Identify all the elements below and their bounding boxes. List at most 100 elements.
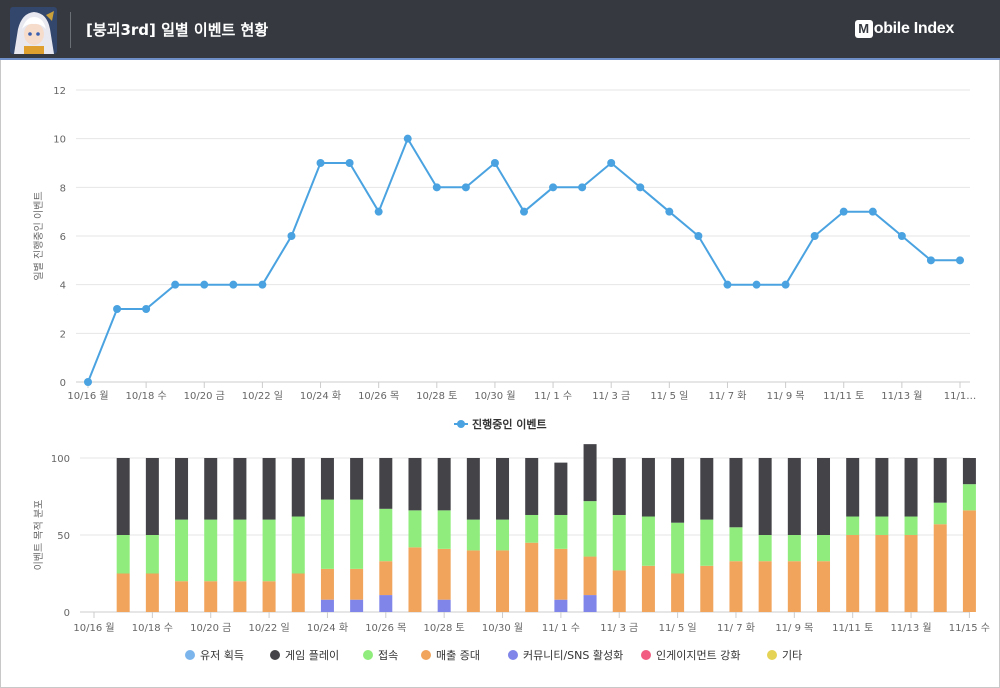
bar-segment xyxy=(758,535,772,562)
legend-label: 인게이지먼트 강화 xyxy=(656,649,740,662)
legend-label: 커뮤니티/SNS 활성화 xyxy=(523,648,623,662)
data-point xyxy=(549,183,558,192)
bar-segment xyxy=(320,499,334,569)
bar-segment xyxy=(320,458,334,500)
bar-segment xyxy=(846,516,860,535)
y-tick-label: 50 xyxy=(57,531,70,542)
x-tick-label: 11/11 토 xyxy=(832,623,873,634)
legend-marker xyxy=(363,650,373,660)
x-tick-label: 10/22 일 xyxy=(248,622,289,634)
x-tick-label: 11/ 1 수 xyxy=(534,390,572,402)
x-tick-label: 10/20 금 xyxy=(184,390,225,402)
bar-segment xyxy=(291,458,305,517)
bar-segment xyxy=(554,514,568,549)
x-tick-label: 10/30 월 xyxy=(482,622,523,634)
bar-segment xyxy=(116,458,130,535)
bar-segment xyxy=(379,561,393,596)
x-tick-label: 11/ 7 화 xyxy=(717,622,755,634)
bar-segment xyxy=(204,581,218,612)
data-point xyxy=(200,280,209,289)
x-tick-label: 11/1… xyxy=(944,391,976,402)
bar-segment xyxy=(904,458,918,517)
x-tick-label: 10/26 목 xyxy=(358,390,399,402)
bar-segment xyxy=(758,561,772,612)
bar-segment xyxy=(350,458,364,500)
y-tick-label: 8 xyxy=(60,183,66,194)
bar-segment xyxy=(846,535,860,612)
bar-segment xyxy=(408,510,422,548)
x-tick-label: 10/28 토 xyxy=(416,391,457,402)
x-tick-label: 10/28 토 xyxy=(424,623,465,634)
data-point xyxy=(142,305,151,313)
data-point xyxy=(287,232,296,240)
legend-marker xyxy=(185,650,195,660)
bar-segment xyxy=(379,595,393,612)
bar-segment xyxy=(466,550,480,612)
bar-segment xyxy=(175,458,189,520)
data-point xyxy=(956,256,964,265)
data-point xyxy=(432,183,441,192)
data-point xyxy=(490,159,499,167)
bar-segment xyxy=(554,462,568,515)
bar-segment xyxy=(496,458,510,520)
data-point xyxy=(461,183,470,192)
bar-segment xyxy=(437,458,451,511)
x-tick-label: 10/18 수 xyxy=(126,390,167,402)
bar-segment xyxy=(291,516,305,574)
data-point xyxy=(839,207,848,216)
bar-segment xyxy=(729,458,743,528)
bar-segment xyxy=(175,581,189,612)
bar-segment xyxy=(583,501,597,557)
bar-segment xyxy=(700,519,714,566)
bar-segment xyxy=(437,599,451,612)
bar-segment xyxy=(729,527,743,562)
bar-segment xyxy=(466,519,480,551)
bar-segment xyxy=(204,519,218,582)
bar-segment xyxy=(379,508,393,562)
x-tick-label: 10/22 일 xyxy=(242,390,283,402)
bar-segment xyxy=(175,519,189,582)
bar-segment xyxy=(554,599,568,612)
bar-segment xyxy=(583,595,597,612)
legend-marker xyxy=(508,650,518,660)
bar-segment xyxy=(962,458,976,485)
logo-mark: M xyxy=(854,20,873,38)
data-point xyxy=(578,183,587,192)
legend-marker xyxy=(457,420,465,428)
bar-segment xyxy=(817,458,831,535)
bar-segment xyxy=(233,581,247,612)
logo-text: obile Index xyxy=(873,20,955,37)
bar-segment xyxy=(671,573,685,612)
y-tick-label: 12 xyxy=(53,86,66,97)
page-title: [붕괴3rd] 일별 이벤트 현황 xyxy=(86,21,269,39)
data-point xyxy=(926,256,935,265)
bar-segment xyxy=(437,510,451,549)
legend-label: 접속 xyxy=(378,649,398,662)
bar-segment xyxy=(320,599,334,612)
x-tick-label: 11/ 1 수 xyxy=(542,622,580,634)
bar-segment xyxy=(379,458,393,509)
bar-segment xyxy=(233,458,247,520)
bar-segment xyxy=(408,458,422,511)
data-point xyxy=(781,280,790,289)
bar-segment xyxy=(962,484,976,511)
bar-segment xyxy=(437,548,451,600)
x-tick-label: 11/ 9 목 xyxy=(775,622,813,634)
data-point xyxy=(868,207,877,216)
bar-segment xyxy=(554,548,568,600)
bar-segment xyxy=(875,458,889,517)
header-accent-line xyxy=(0,58,1000,60)
bar-segment xyxy=(875,516,889,535)
bar-segment xyxy=(933,458,947,503)
bar-segment xyxy=(700,458,714,520)
legend-marker xyxy=(767,650,777,660)
bar-segment xyxy=(145,573,159,612)
bar-segment xyxy=(525,514,539,543)
data-point xyxy=(403,134,412,143)
y-tick-label: 0 xyxy=(64,608,70,619)
x-tick-label: 10/24 화 xyxy=(300,390,341,402)
bar-segment xyxy=(729,561,743,612)
bar-segment xyxy=(262,458,276,520)
game-character-avatar-icon xyxy=(10,7,57,54)
event-purpose-stacked-bar-chart: 0 50 100 이벤트 목적 분포 10/16 월 10/18 수 10/20 금 10/2… xyxy=(33,444,990,662)
